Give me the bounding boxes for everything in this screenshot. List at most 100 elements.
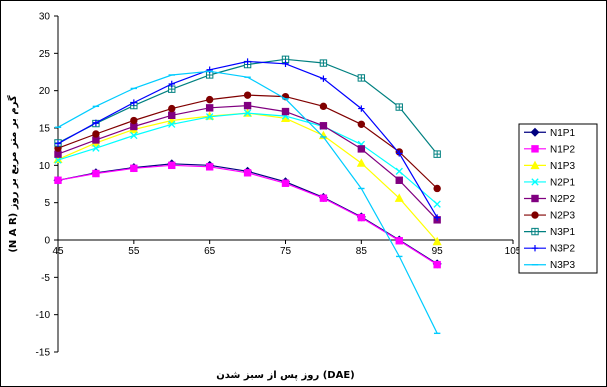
data-point — [530, 127, 540, 137]
legend-label: N2P3 — [550, 211, 575, 222]
x-tick-label: 55 — [128, 246, 140, 257]
data-point — [281, 179, 290, 187]
data-point — [395, 237, 403, 245]
data-point — [395, 103, 403, 111]
data-point — [92, 130, 100, 138]
x-tick-label: 75 — [280, 246, 292, 257]
legend-label: N1P1 — [550, 128, 575, 139]
y-tick-label: 15 — [39, 124, 51, 135]
data-point — [531, 227, 539, 236]
data-point — [357, 213, 366, 222]
data-point — [396, 150, 403, 157]
data-point — [168, 111, 176, 120]
legend-entry: N3P2 — [524, 244, 575, 255]
data-point — [243, 91, 252, 99]
data-point — [432, 236, 442, 246]
data-point — [168, 80, 175, 88]
data-point — [243, 169, 252, 177]
legend-label: N1P3 — [550, 161, 575, 172]
data-point — [54, 140, 62, 147]
data-point — [530, 160, 540, 170]
y-tick-label: -15 — [36, 348, 51, 359]
data-point — [319, 59, 328, 67]
x-axis-title: روز پس از سبز شدن (DAE) — [216, 370, 355, 381]
x-tick-label: 65 — [204, 246, 216, 257]
y-tick-label: -10 — [36, 310, 51, 321]
data-point — [282, 60, 289, 67]
data-point — [168, 120, 176, 128]
data-point — [130, 131, 138, 140]
series-line — [57, 60, 438, 218]
data-point — [319, 102, 328, 111]
y-axis-title: (N A R) گرم بر متر مربع بر روز — [6, 95, 19, 253]
data-point — [319, 194, 328, 202]
data-point — [244, 58, 251, 65]
x-tick-label: 45 — [52, 246, 64, 257]
y-tick-label: 25 — [39, 49, 51, 60]
series-line — [57, 163, 438, 265]
data-point — [531, 145, 539, 153]
data-point — [433, 184, 441, 193]
legend-entry: N2P1 — [524, 177, 575, 188]
series-n2p2 — [54, 101, 441, 224]
y-tick-label: 20 — [39, 86, 51, 97]
data-point — [357, 145, 366, 153]
data-point — [168, 85, 176, 93]
series-layer — [53, 55, 442, 335]
legend-label: N3P1 — [550, 227, 575, 238]
data-point — [433, 260, 441, 269]
data-point — [395, 167, 403, 175]
data-point — [92, 144, 100, 152]
series-n2p1 — [54, 109, 441, 208]
data-point — [531, 178, 539, 186]
data-point — [357, 74, 366, 82]
data-point — [205, 163, 214, 171]
data-point — [320, 75, 327, 82]
legend-label: N1P2 — [550, 144, 575, 155]
data-point — [205, 95, 214, 104]
data-point — [205, 104, 214, 112]
legend-entry: N3P1 — [524, 227, 575, 238]
y-tick-label: 30 — [39, 12, 51, 23]
data-point — [54, 150, 62, 158]
data-point — [531, 194, 539, 203]
data-point — [531, 244, 539, 252]
data-point — [395, 176, 403, 184]
legend-label: N3P2 — [550, 244, 575, 255]
data-point — [130, 122, 138, 131]
data-point — [130, 99, 138, 106]
y-tick-label: 10 — [39, 161, 51, 172]
data-point — [168, 161, 176, 170]
data-point — [243, 109, 252, 117]
x-tick-label: 95 — [432, 246, 444, 257]
axes: -15 -10 -5 0 5 10 15 20 25 30 45 55 65 75 85 95 105 — [36, 12, 522, 359]
data-point — [206, 113, 214, 121]
data-point — [394, 193, 404, 202]
series-n1p3 — [53, 108, 442, 246]
legend-entry: N3P3 — [524, 260, 575, 271]
series-n1p2 — [54, 161, 441, 269]
data-point — [130, 164, 138, 173]
legend-label: N2P2 — [550, 194, 575, 205]
data-point — [281, 107, 290, 116]
data-point — [168, 104, 176, 113]
legend-label: N3P3 — [550, 260, 575, 271]
legend: N1P1 N1P2 N1P3 N2P1 N2P2 N2P3 N3P1 N3P2 N3P3 — [518, 123, 598, 274]
data-point — [433, 150, 441, 158]
legend-entry: N2P2 — [524, 194, 575, 205]
data-point — [357, 120, 366, 128]
series-n2p3 — [54, 91, 441, 193]
data-point — [356, 158, 366, 167]
data-point — [92, 169, 100, 178]
y-tick-label: -5 — [41, 273, 50, 284]
data-point — [54, 176, 62, 184]
legend-entry: N1P2 — [524, 144, 575, 155]
legend-entry: N1P3 — [524, 160, 575, 172]
data-point — [92, 119, 100, 126]
data-point — [243, 101, 252, 110]
data-point — [130, 116, 138, 125]
data-point — [531, 211, 539, 219]
data-point — [205, 71, 214, 79]
